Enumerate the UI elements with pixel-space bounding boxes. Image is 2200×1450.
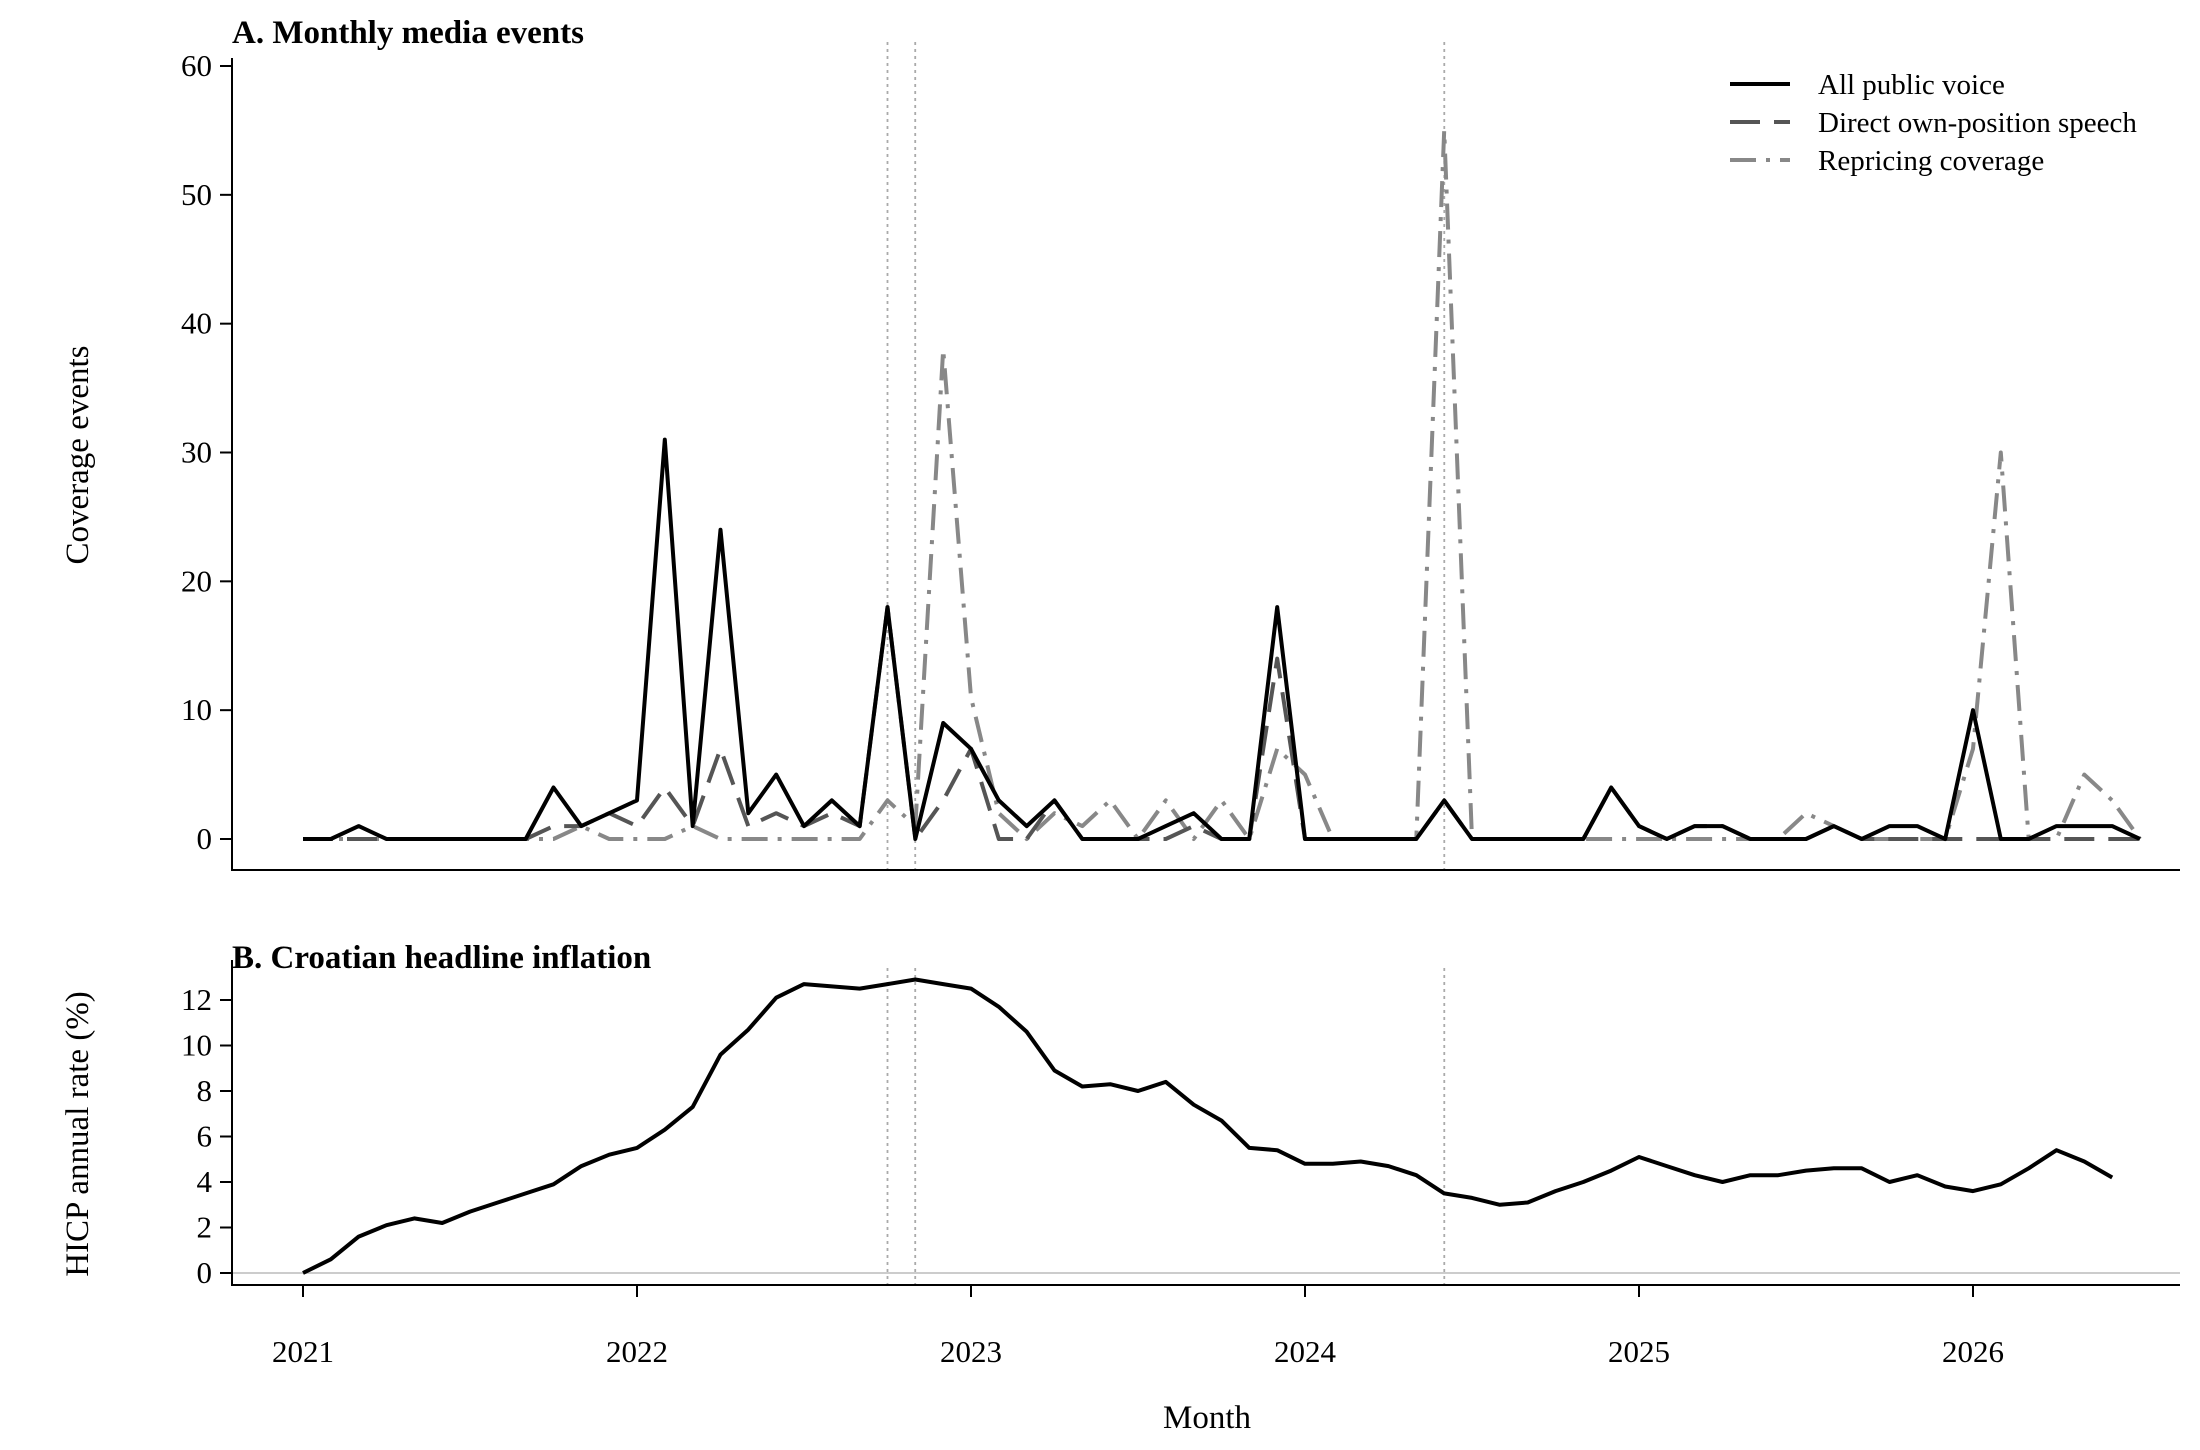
panel-a-event-markers bbox=[886, 42, 1446, 870]
x-tick-label: 2023 bbox=[940, 1334, 1002, 1369]
panel-b: 0 2 4 6 8 10 12 2021 2022 2023 2024 2025 2026 B. Cr… bbox=[60, 940, 2180, 1436]
x-tick-label: 2025 bbox=[1608, 1334, 1670, 1369]
panel-b-title: B. Croatian headline inflation bbox=[232, 940, 651, 976]
y-tick-label: 50 bbox=[181, 177, 212, 212]
y-tick-label: 10 bbox=[181, 1028, 212, 1063]
y-tick-label: 2 bbox=[197, 1210, 213, 1245]
y-tick-label: 40 bbox=[181, 306, 212, 341]
series-line-repricing-coverage bbox=[303, 128, 2142, 841]
panel-b-axes bbox=[231, 960, 2180, 1286]
legend-label: Repricing coverage bbox=[1818, 145, 2044, 177]
y-tick-label: 0 bbox=[197, 1255, 213, 1290]
x-axis-ticks: 2021 2022 2023 2024 2025 2026 bbox=[272, 1285, 2004, 1369]
panel-b-y-axis-label: HICP annual rate (%) bbox=[60, 991, 96, 1277]
series-line-direct-own-position-speech bbox=[303, 605, 2140, 841]
y-tick-label: 20 bbox=[181, 563, 212, 598]
y-tick-label: 8 bbox=[197, 1073, 213, 1108]
y-tick-label: 10 bbox=[181, 692, 212, 727]
panel-b-series bbox=[302, 977, 2114, 1275]
x-tick-label: 2026 bbox=[1942, 1334, 2004, 1369]
panel-a: 0 10 20 30 40 50 60 A. Monthly media events Co… bbox=[60, 15, 2180, 871]
panel-a-series bbox=[303, 128, 2142, 841]
legend-label: Direct own-position speech bbox=[1818, 107, 2137, 139]
x-tick-label: 2021 bbox=[272, 1334, 334, 1369]
y-tick-label: 30 bbox=[181, 435, 212, 470]
x-tick-label: 2024 bbox=[1274, 1334, 1337, 1369]
x-axis-label: Month bbox=[1163, 1400, 1252, 1436]
legend-label: All public voice bbox=[1818, 69, 2005, 101]
panel-b-y-ticks: 0 2 4 6 8 10 12 bbox=[181, 982, 232, 1290]
panel-a-y-axis-label: Coverage events bbox=[60, 346, 96, 565]
series-line-all-public-voice bbox=[303, 437, 2141, 841]
legend: All public voice Direct own-position spee… bbox=[1730, 69, 2137, 177]
y-tick-label: 12 bbox=[181, 982, 212, 1017]
x-tick-label: 2022 bbox=[606, 1334, 668, 1369]
series-line-hicp-inflation bbox=[302, 977, 2114, 1275]
panel-a-title: A. Monthly media events bbox=[232, 15, 584, 51]
panel-a-axes bbox=[231, 58, 2180, 871]
y-tick-label: 0 bbox=[197, 821, 213, 856]
y-tick-label: 60 bbox=[181, 48, 212, 83]
y-tick-label: 6 bbox=[197, 1119, 213, 1154]
panel-a-y-ticks: 0 10 20 30 40 50 60 bbox=[181, 48, 232, 856]
y-tick-label: 4 bbox=[197, 1164, 213, 1199]
panel-b-event-markers bbox=[886, 968, 1446, 1285]
